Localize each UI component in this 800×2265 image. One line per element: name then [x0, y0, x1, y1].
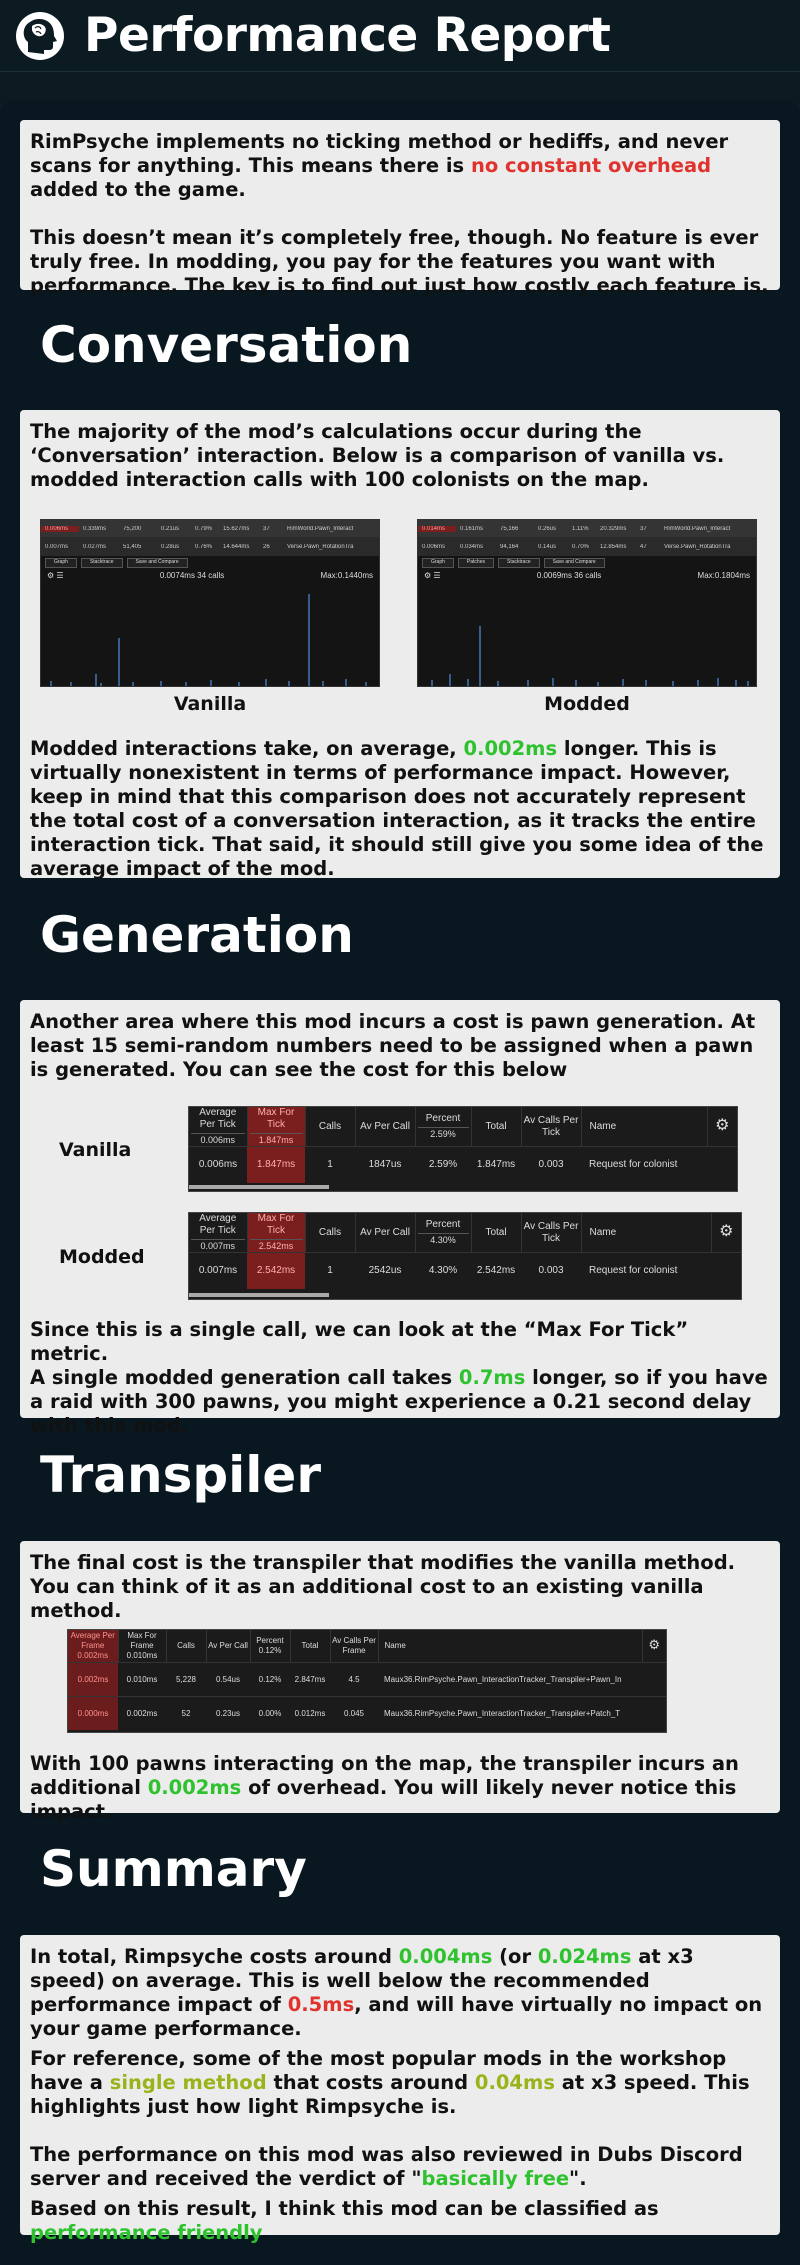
modded-graph-header: ⚙ ☰ 0.0069ms 36 calls Max:0.1804ms	[418, 568, 756, 582]
table-header-row: Average Per Tick 0.006ms Max For Tick 1.84…	[189, 1107, 737, 1147]
settings-icon[interactable]: ⚙ ☰	[47, 570, 64, 580]
brain-head-icon	[16, 12, 64, 60]
table-row: 0.002ms 0.010ms 5,228 0.54us 0.12% 2.847…	[68, 1661, 666, 1696]
graph-call-info: 0.0074ms 34 calls	[159, 570, 225, 580]
generation-conclusion: Since this is a single call, we can look…	[20, 1314, 780, 1437]
summary-paragraph-4: Based on this result, I think this mod c…	[30, 2197, 659, 2244]
summary-paragraph-1: In total, Rimpsyche costs around 0.004ms…	[30, 1945, 763, 2040]
conversation-conclusion: Modded interactions take, on average, 0.…	[20, 735, 780, 880]
section-title-transpiler: Transpiler	[40, 1446, 322, 1504]
vanilla-profiler-screenshot: 0.006ms 0.339ms 75,200 0.21us 0.79% 15.6…	[40, 519, 380, 687]
tab-stacktrace[interactable]: Stacktrace	[497, 558, 540, 568]
transpiler-intro: The final cost is the transpiler that mo…	[30, 1551, 736, 1622]
transpiler-conclusion: With 100 pawns interacting on the map, t…	[20, 1748, 780, 1823]
table-row: 0.000ms 0.002ms 52 0.23us 0.00% 0.012ms …	[68, 1695, 666, 1730]
vanilla-graph-header: ⚙ ☰ 0.0074ms 34 calls Max:0.1440ms	[41, 568, 379, 582]
modded-profiler-tabs: Graph Patches Stacktrace Save and Compar…	[418, 558, 756, 568]
gear-icon[interactable]: ⚙	[715, 1116, 730, 1134]
settings-icon[interactable]: ⚙ ☰	[424, 570, 441, 580]
graph-call-info: 0.0069ms 36 calls	[536, 570, 602, 580]
conversation-result: Modded interactions take, on average, 0.…	[30, 737, 764, 880]
graph-max: Max:0.1804ms	[697, 570, 750, 580]
generation-result-line1: Since this is a single call, we can look…	[30, 1318, 689, 1365]
scrollbar[interactable]	[189, 1293, 329, 1297]
generation-vanilla-label: Vanilla	[59, 1139, 132, 1161]
gear-icon[interactable]: ⚙	[719, 1222, 734, 1240]
gear-icon[interactable]: ⚙	[648, 1636, 661, 1652]
tab-graph[interactable]: Graph	[422, 558, 454, 568]
summary-card: In total, Rimpsyche costs around 0.004ms…	[20, 1935, 780, 2244]
graph-max: Max:0.1440ms	[320, 570, 373, 580]
modded-timing-graph	[431, 626, 749, 686]
modded-profiler-row: 0.014ms 0.161ms 75,166 0.26us 1.11% 20.3…	[418, 520, 756, 538]
vanilla-timing-graph	[50, 594, 367, 686]
generation-modded-label: Modded	[59, 1246, 145, 1268]
table-header-row: Average Per Frame 0.002ms Max For Frame 0.…	[68, 1630, 666, 1662]
generation-modded-table: Average Per Tick 0.007ms Max For Tick 2.54…	[188, 1212, 742, 1300]
generation-vanilla-table: Average Per Tick 0.006ms Max For Tick 1.84…	[188, 1106, 738, 1192]
modded-profiler-row: 0.006ms 0.034ms 94,164 0.14us 0.70% 12.8…	[418, 538, 756, 556]
scrollbar[interactable]	[189, 1185, 329, 1189]
intro-paragraph-2: This doesn’t mean it’s completely free, …	[30, 226, 769, 297]
tab-stacktrace[interactable]: Stacktrace	[80, 558, 123, 568]
generation-intro: Another area where this mod incurs a cos…	[30, 1010, 756, 1081]
vanilla-caption: Vanilla	[173, 693, 247, 715]
transpiler-table: Average Per Frame 0.002ms Max For Frame 0.…	[67, 1629, 667, 1733]
header: Performance Report	[0, 0, 800, 72]
conversation-intro: The majority of the mod’s calculations o…	[30, 420, 725, 491]
modded-caption: Modded	[544, 693, 630, 715]
tab-save-compare[interactable]: Save and Compare	[126, 558, 188, 568]
vanilla-profiler-row: 0.007ms 0.027ms 51,405 0.28us 0.76% 14.6…	[41, 538, 379, 556]
summary-paragraph-3: The performance on this mod was also rev…	[30, 2143, 743, 2190]
section-title-generation: Generation	[40, 906, 354, 964]
generation-result: A single modded generation call takes 0.…	[30, 1366, 768, 1437]
intro-card: RimPsyche implements no ticking method o…	[20, 120, 780, 297]
tab-save-compare[interactable]: Save and Compare	[543, 558, 605, 568]
table-row: 0.007ms 2.542ms 1 2542us 4.30% 2.542ms 0…	[189, 1252, 741, 1289]
tab-patches[interactable]: Patches	[457, 558, 494, 568]
table-header-row: Average Per Tick 0.007ms Max For Tick 2.54…	[189, 1213, 741, 1253]
generation-card: Another area where this mod incurs a cos…	[20, 1000, 780, 1418]
page-title: Performance Report	[84, 8, 611, 63]
section-title-conversation: Conversation	[40, 316, 413, 374]
table-row: 0.006ms 1.847ms 1 1847us 2.59% 1.847ms 0…	[189, 1146, 737, 1183]
modded-profiler-screenshot: 0.014ms 0.161ms 75,166 0.26us 1.11% 20.3…	[417, 519, 757, 687]
tab-graph[interactable]: Graph	[45, 558, 77, 568]
vanilla-profiler-row: 0.006ms 0.339ms 75,200 0.21us 0.79% 15.6…	[41, 520, 379, 538]
section-title-summary: Summary	[40, 1840, 307, 1898]
summary-paragraph-2: For reference, some of the most popular …	[30, 2047, 750, 2118]
intro-paragraph-1: RimPsyche implements no ticking method o…	[30, 130, 729, 201]
transpiler-result: With 100 pawns interacting on the map, t…	[30, 1752, 739, 1823]
vanilla-profiler-tabs: Graph Stacktrace Save and Compare	[41, 558, 379, 568]
